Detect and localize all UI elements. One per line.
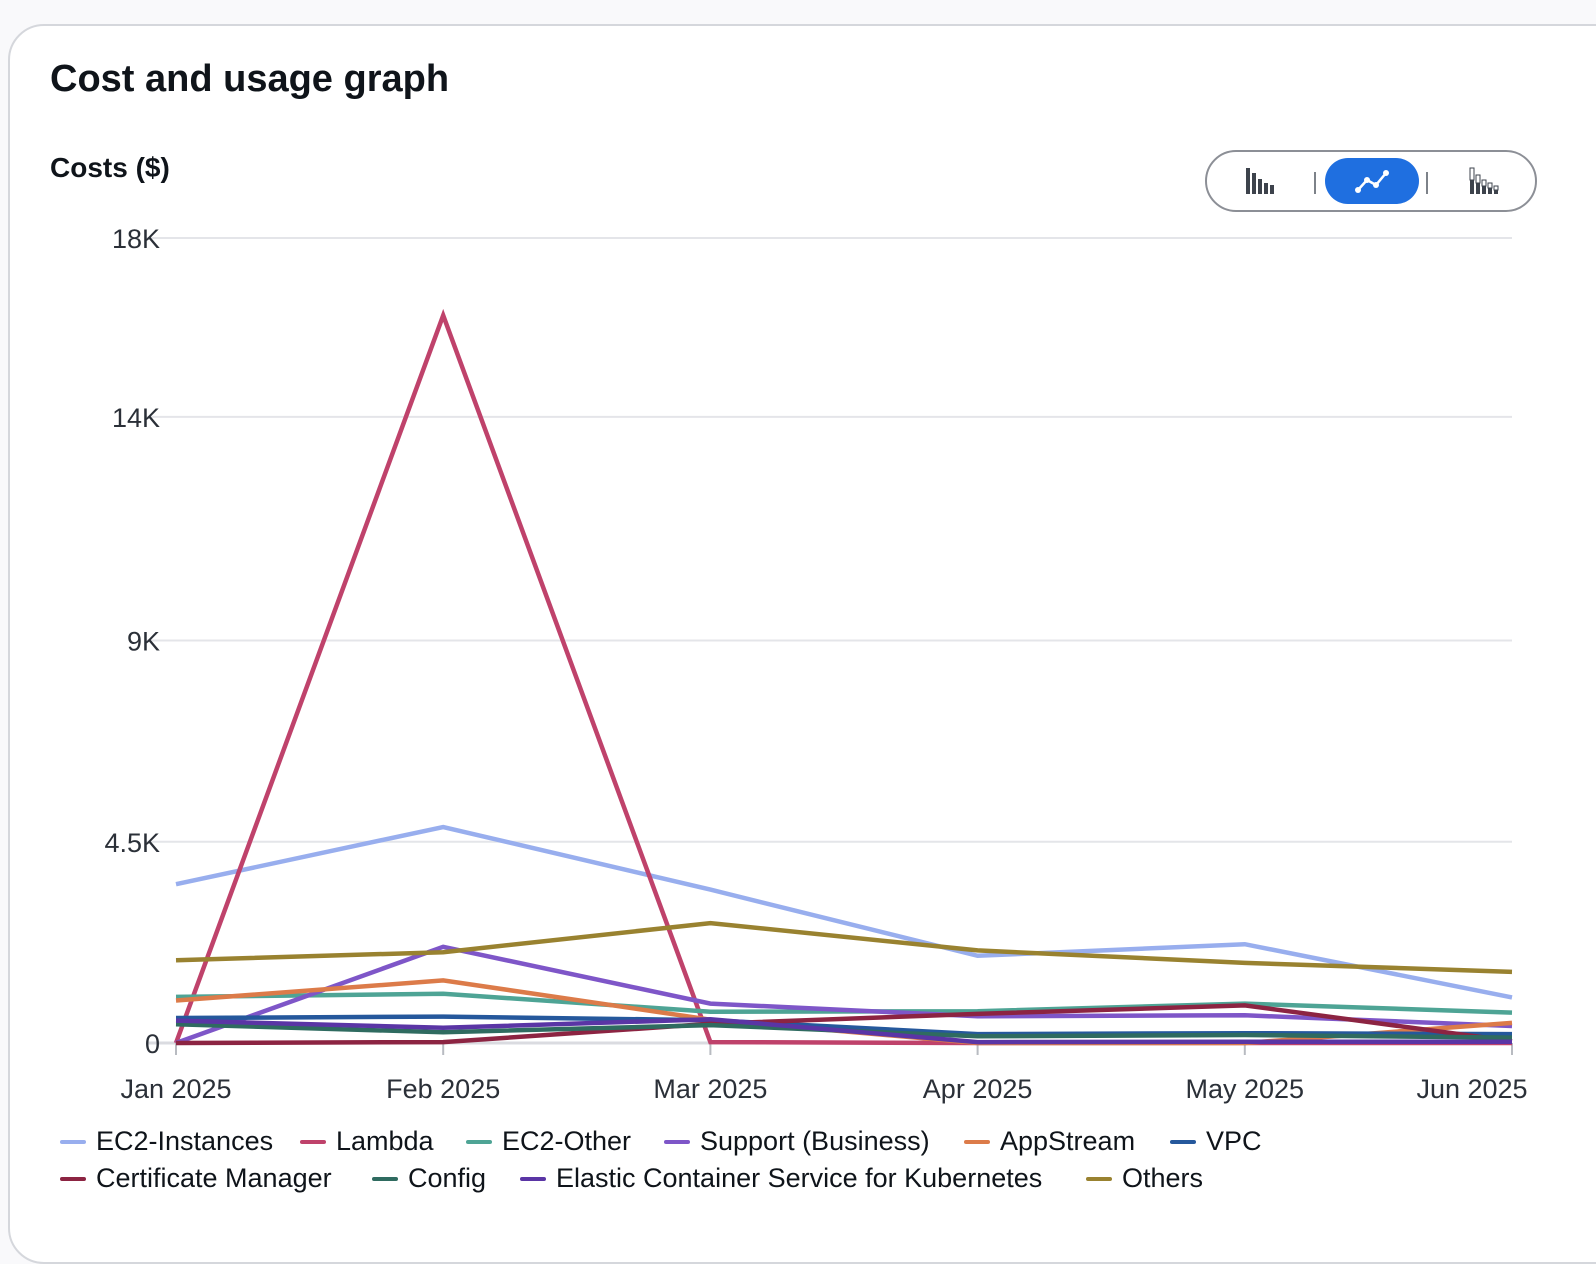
legend-swatch [60, 1139, 86, 1144]
legend-label: Support (Business) [700, 1126, 930, 1156]
card-title: Cost and usage graph [50, 58, 450, 100]
legend-swatch [60, 1176, 86, 1181]
legend-item[interactable]: Elastic Container Service for Kubernetes [520, 1163, 1042, 1194]
series-line-support-business [175, 944, 1513, 1046]
bar-chart-button[interactable] [1213, 158, 1307, 204]
y-axis-title: Costs ($) [50, 152, 170, 183]
legend-label: AppStream [1000, 1126, 1136, 1156]
toggle-separator [1426, 172, 1428, 194]
bar-chart-icon [1246, 168, 1274, 194]
cost-usage-card [8, 24, 1596, 1264]
y-tick-label: 18K [112, 224, 160, 254]
line-chart-icon [1355, 170, 1389, 193]
legend-label: Config [408, 1163, 487, 1193]
legend-label: VPC [1206, 1126, 1262, 1156]
toggle-separator [1314, 172, 1316, 194]
legend-item[interactable]: Certificate Manager [60, 1163, 332, 1194]
legend-item[interactable]: EC2-Instances [60, 1126, 273, 1157]
series-line-elastic-container-service-for-kubernetes [175, 1017, 1512, 1045]
legend-swatch [466, 1139, 492, 1144]
legend-swatch [664, 1139, 690, 1144]
legend-swatch [1086, 1176, 1112, 1181]
legend-label: Certificate Manager [96, 1163, 332, 1193]
legend-swatch [964, 1139, 990, 1144]
stacked-bar-chart-button[interactable] [1437, 158, 1531, 204]
y-tick-label: 9K [127, 627, 160, 657]
y-tick-label: 14K [112, 403, 160, 433]
y-tick-label: 4.5K [104, 828, 160, 858]
legend-item[interactable]: AppStream [964, 1126, 1135, 1157]
x-tick-label: Jan 2025 [120, 1074, 231, 1104]
x-tick-label: Jun 2025 [1416, 1074, 1527, 1104]
x-tick-label: Mar 2025 [653, 1074, 767, 1104]
legend-item[interactable]: Config [372, 1163, 486, 1194]
legend-item[interactable]: Support (Business) [664, 1126, 930, 1157]
legend-item[interactable]: EC2-Other [466, 1126, 631, 1157]
legend-swatch [372, 1176, 398, 1181]
y-tick-label: 0 [145, 1029, 160, 1059]
legend-label: EC2-Other [502, 1126, 632, 1156]
legend-item[interactable]: Others [1086, 1163, 1203, 1194]
legend-swatch [300, 1139, 326, 1144]
x-tick-label: Feb 2025 [386, 1074, 500, 1104]
x-tick-label: May 2025 [1186, 1074, 1305, 1104]
legend-item[interactable]: Lambda [300, 1126, 434, 1157]
series-line-others [175, 920, 1513, 975]
legend-item[interactable]: VPC [1170, 1126, 1262, 1157]
line-chart: 0 4.5K 9K 14K 18K Jan 2025 Feb 2025 Mar 2025 Apr… [104, 224, 1527, 1104]
x-tick-label: Apr 2025 [923, 1074, 1033, 1104]
legend-label: EC2-Instances [96, 1126, 274, 1156]
series-line-certificate-manager [175, 1003, 1513, 1046]
legend-label: Others [1122, 1163, 1204, 1193]
series-line-lambda [173, 308, 1512, 1046]
line-chart-button[interactable] [1325, 158, 1419, 204]
series-line-ec2-instances [175, 824, 1513, 1000]
legend-label: Elastic Container Service for Kubernetes [556, 1163, 1043, 1193]
chart-type-toggle [1205, 150, 1537, 212]
legend-swatch [520, 1176, 546, 1181]
legend-swatch [1170, 1139, 1196, 1144]
stacked-bar-chart-icon [1469, 167, 1499, 194]
legend-label: Lambda [336, 1126, 434, 1156]
